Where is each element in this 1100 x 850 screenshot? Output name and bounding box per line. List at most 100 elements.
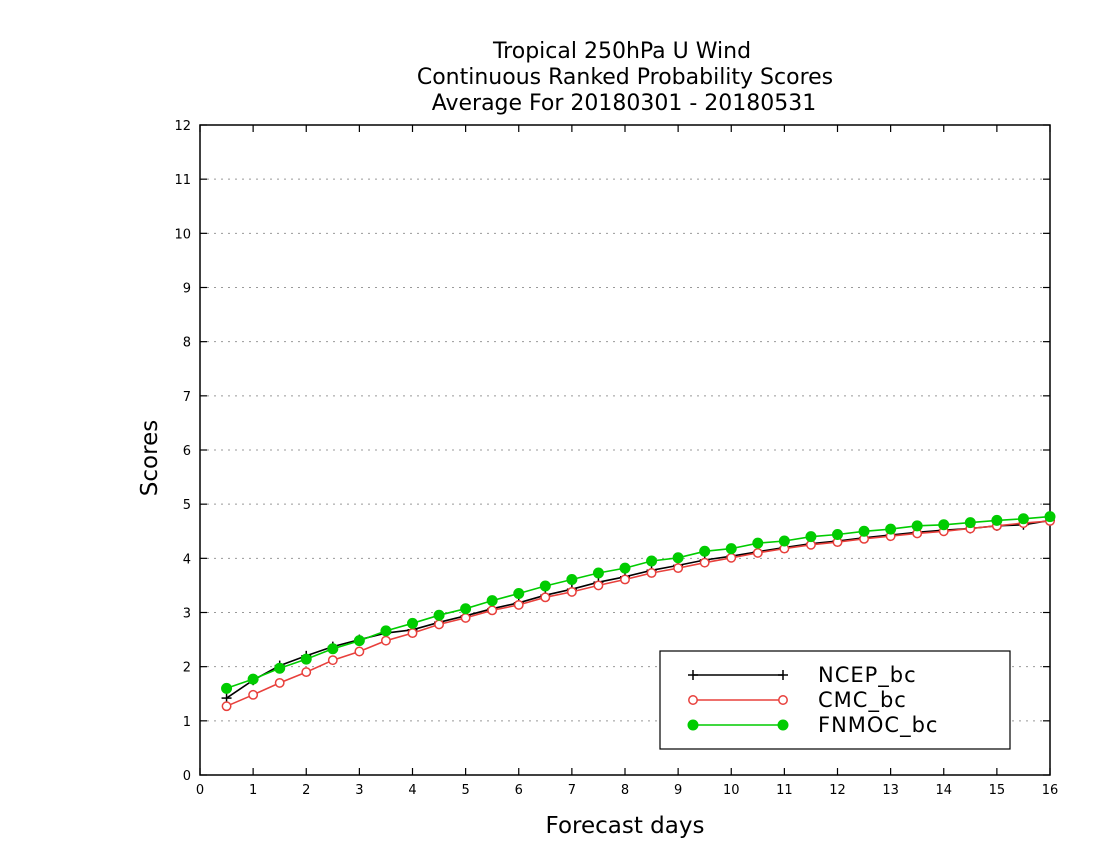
y-tick-label-5: 5	[183, 498, 191, 513]
legend-marker-end-cmc-bc	[778, 695, 788, 705]
chart-title-line-2: Continuous Ranked Probability Scores	[417, 65, 833, 90]
point-fnmoc-bc-13	[566, 573, 578, 585]
x-tick-label-3: 3	[355, 783, 363, 798]
point-fnmoc-bc-7	[407, 617, 418, 629]
legend-label-fnmoc-bc: FNMOC_bc	[818, 713, 938, 738]
point-fnmoc-bc-3	[300, 653, 312, 665]
chart-title-line-3: Average For 20180301 - 20180531	[432, 91, 817, 116]
point-cmc-bc-15	[620, 574, 630, 585]
x-tick-label-12: 12	[829, 783, 846, 798]
legend-marker-end-fnmoc-bc	[777, 719, 789, 731]
point-cmc-bc-17	[673, 563, 684, 574]
x-tick-label-2: 2	[302, 783, 310, 798]
x-tick-label-9: 9	[674, 783, 682, 798]
point-fnmoc-bc-15	[619, 562, 631, 574]
point-cmc-bc-11	[513, 599, 524, 610]
legend-label-cmc-bc: CMC_bc	[818, 688, 907, 713]
point-cmc-bc-9	[460, 612, 471, 623]
point-cmc-bc-13	[566, 586, 577, 597]
x-tick-label-14: 14	[935, 783, 952, 798]
point-fnmoc-bc-2	[274, 662, 286, 674]
x-tick-label-10: 10	[723, 783, 740, 798]
point-cmc-bc-19	[726, 552, 737, 563]
point-cmc-bc-8	[434, 619, 445, 630]
point-cmc-bc-10	[487, 605, 498, 616]
legend-entry-cmc-bc: CMC_bc	[688, 688, 907, 713]
legend-entry-ncep-bc: NCEP_bc	[688, 663, 917, 688]
gridlines	[200, 178, 1050, 722]
point-fnmoc-bc-17	[672, 552, 684, 564]
point-cmc-bc-3	[301, 667, 312, 678]
y-tick-label-9: 9	[183, 282, 191, 297]
point-fnmoc-bc-6	[380, 625, 392, 637]
point-fnmoc-bc-23	[832, 529, 843, 540]
point-cmc-bc-7	[407, 628, 418, 639]
y-tick-label-12: 12	[174, 119, 191, 134]
y-tick-label-1: 1	[183, 715, 191, 730]
y-tick-label-3: 3	[183, 607, 191, 622]
y-tick-label-10: 10	[174, 227, 191, 242]
point-cmc-bc-14	[593, 580, 604, 591]
x-tick-label-8: 8	[621, 783, 629, 798]
x-tick-label-6: 6	[515, 783, 523, 798]
point-fnmoc-bc-25	[885, 523, 897, 535]
y-tick-label-7: 7	[183, 390, 191, 405]
point-cmc-bc-4	[327, 655, 338, 666]
x-axis-title: Forecast days	[546, 813, 705, 839]
x-tick-label-7: 7	[568, 783, 576, 798]
point-fnmoc-bc-27	[938, 519, 950, 531]
point-fnmoc-bc-16	[646, 555, 658, 567]
series-fnmoc-bc	[221, 511, 1056, 694]
legend-box	[659, 650, 1011, 750]
point-cmc-bc-0	[221, 701, 232, 712]
y-tick-label-6: 6	[183, 444, 191, 459]
series-lines	[221, 511, 1056, 712]
point-fnmoc-bc-28	[964, 517, 976, 529]
y-tick-label-0: 0	[183, 769, 191, 784]
y-tick-label-11: 11	[174, 173, 191, 188]
x-tick-label-1: 1	[249, 783, 257, 798]
x-tick-label-4: 4	[408, 783, 416, 798]
y-axis-title: Scores	[137, 420, 163, 496]
point-fnmoc-bc-19	[725, 543, 737, 555]
point-fnmoc-bc-31	[1044, 511, 1056, 523]
y-tick-label-4: 4	[183, 552, 191, 567]
point-fnmoc-bc-0	[221, 682, 233, 694]
point-fnmoc-bc-9	[460, 603, 472, 615]
point-fnmoc-bc-10	[486, 595, 498, 607]
point-fnmoc-bc-24	[858, 525, 870, 537]
legend-label-ncep-bc: NCEP_bc	[818, 663, 917, 688]
point-cmc-bc-12	[540, 592, 551, 603]
x-tick-label-15: 15	[989, 783, 1006, 798]
point-cmc-bc-20	[752, 547, 763, 558]
chart-title: Tropical 250hPa U Wind Continuous Ranked…	[417, 39, 833, 116]
y-tick-label-2: 2	[183, 661, 191, 676]
point-cmc-bc-2	[274, 677, 285, 688]
point-cmc-bc-6	[380, 635, 391, 646]
point-cmc-bc-16	[646, 568, 657, 578]
legend-entry-fnmoc-bc: FNMOC_bc	[687, 713, 938, 738]
x-tick-label-11: 11	[776, 783, 793, 798]
point-cmc-bc-1	[248, 689, 259, 700]
legend-marker-start-fnmoc-bc	[687, 719, 699, 731]
point-fnmoc-bc-22	[805, 531, 817, 543]
point-fnmoc-bc-21	[778, 535, 790, 547]
x-tick-label-5: 5	[461, 783, 469, 798]
point-fnmoc-bc-12	[539, 580, 551, 592]
y-tick-label-8: 8	[183, 336, 191, 351]
point-fnmoc-bc-14	[592, 567, 604, 579]
point-fnmoc-bc-30	[1017, 513, 1029, 525]
point-fnmoc-bc-8	[433, 609, 445, 621]
point-cmc-bc-18	[699, 557, 710, 568]
x-tick-label-16: 16	[1042, 783, 1059, 798]
point-fnmoc-bc-20	[752, 537, 764, 549]
point-fnmoc-bc-1	[247, 673, 259, 685]
legend-marker-start-cmc-bc	[688, 695, 698, 705]
legend-marker-start-ncep-bc	[688, 670, 698, 680]
point-fnmoc-bc-11	[513, 588, 525, 600]
point-fnmoc-bc-18	[699, 545, 711, 557]
x-tick-label-13: 13	[882, 783, 899, 798]
